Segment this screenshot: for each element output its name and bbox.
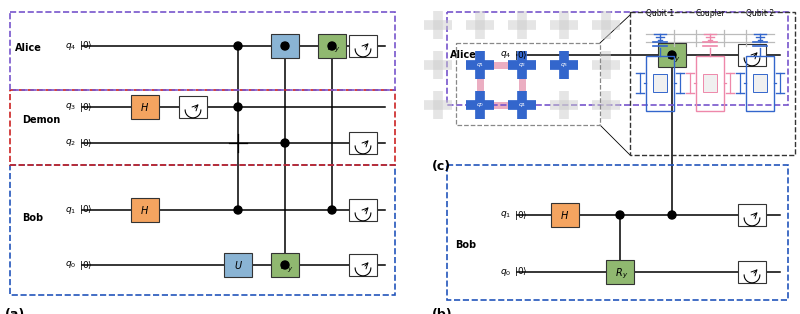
Text: $V$: $V$ bbox=[280, 40, 290, 52]
Bar bbox=[271, 253, 299, 277]
Text: (a): (a) bbox=[5, 308, 26, 314]
Bar bbox=[551, 203, 579, 227]
Bar bbox=[349, 132, 377, 154]
Bar bbox=[653, 74, 667, 92]
Text: (b): (b) bbox=[432, 308, 453, 314]
Bar bbox=[224, 253, 252, 277]
Text: $|0\rangle$: $|0\rangle$ bbox=[78, 40, 92, 52]
Text: Qubit 2: Qubit 2 bbox=[746, 9, 774, 18]
Bar bbox=[480, 101, 522, 109]
Circle shape bbox=[234, 206, 242, 214]
Bar bbox=[349, 254, 377, 276]
Bar bbox=[10, 12, 395, 90]
Circle shape bbox=[281, 42, 289, 50]
Bar bbox=[738, 204, 766, 226]
Text: $H$: $H$ bbox=[141, 101, 150, 113]
Text: $|0\rangle$: $|0\rangle$ bbox=[78, 137, 92, 149]
Text: $R$: $R$ bbox=[327, 40, 335, 52]
Bar bbox=[518, 65, 526, 105]
Bar bbox=[131, 95, 159, 119]
Text: Alice: Alice bbox=[15, 43, 42, 53]
Text: $|0\rangle$: $|0\rangle$ bbox=[514, 48, 527, 62]
Bar bbox=[447, 12, 788, 105]
Bar bbox=[703, 74, 717, 92]
Text: (c): (c) bbox=[432, 160, 451, 173]
Text: Bob: Bob bbox=[22, 213, 43, 223]
Bar bbox=[179, 96, 207, 118]
Text: $H$: $H$ bbox=[561, 209, 570, 221]
Circle shape bbox=[668, 211, 676, 219]
Text: $q_{4}$: $q_{4}$ bbox=[500, 50, 511, 61]
Circle shape bbox=[281, 139, 289, 147]
Text: Bob: Bob bbox=[455, 240, 476, 250]
Text: $R$: $R$ bbox=[280, 259, 288, 271]
Text: $y$: $y$ bbox=[334, 46, 340, 55]
Bar bbox=[738, 261, 766, 283]
Text: $q_{0}$: $q_{0}$ bbox=[476, 101, 484, 109]
Bar bbox=[630, 12, 795, 155]
Circle shape bbox=[234, 42, 242, 50]
Text: $q_{1}$: $q_{1}$ bbox=[476, 61, 484, 69]
Text: $y$: $y$ bbox=[287, 264, 293, 273]
Text: $q_{1}$: $q_{1}$ bbox=[65, 204, 76, 215]
Bar bbox=[349, 35, 377, 57]
Text: $H$: $H$ bbox=[141, 204, 150, 216]
Bar bbox=[646, 56, 674, 111]
Bar bbox=[447, 165, 788, 300]
Text: $|0\rangle$: $|0\rangle$ bbox=[78, 203, 92, 216]
Bar bbox=[480, 62, 522, 68]
Bar bbox=[10, 90, 395, 165]
Circle shape bbox=[328, 206, 336, 214]
Bar bbox=[658, 43, 686, 67]
Text: $q_{4}$: $q_{4}$ bbox=[65, 41, 76, 51]
Bar bbox=[318, 34, 346, 58]
Text: Alice: Alice bbox=[450, 50, 477, 60]
Text: Qubit 1: Qubit 1 bbox=[646, 9, 674, 18]
Bar bbox=[696, 56, 724, 111]
Bar bbox=[10, 165, 395, 295]
Circle shape bbox=[234, 103, 242, 111]
Bar bbox=[753, 74, 767, 92]
Circle shape bbox=[328, 42, 336, 50]
Text: $q_{2}$: $q_{2}$ bbox=[65, 138, 76, 149]
Text: $U$: $U$ bbox=[234, 259, 242, 271]
Bar bbox=[746, 56, 774, 111]
Bar bbox=[477, 65, 483, 105]
Bar bbox=[738, 44, 766, 66]
Text: $q_{0}$: $q_{0}$ bbox=[65, 259, 76, 270]
Text: $|0\rangle$: $|0\rangle$ bbox=[78, 100, 92, 113]
Text: $R$: $R$ bbox=[667, 49, 675, 61]
Bar bbox=[131, 198, 159, 222]
Text: $|0\rangle$: $|0\rangle$ bbox=[514, 266, 527, 279]
Text: $q_{1}$: $q_{1}$ bbox=[500, 209, 511, 220]
Text: Coupler: Coupler bbox=[695, 9, 725, 18]
Text: $R$: $R$ bbox=[615, 266, 623, 278]
Text: $y$: $y$ bbox=[674, 55, 680, 63]
Text: $q_{3}$: $q_{3}$ bbox=[560, 61, 568, 69]
Circle shape bbox=[616, 211, 624, 219]
Text: $q_{2}$: $q_{2}$ bbox=[518, 61, 526, 69]
Bar bbox=[456, 43, 600, 125]
Circle shape bbox=[281, 261, 289, 269]
Bar bbox=[606, 260, 634, 284]
Text: $|0\rangle$: $|0\rangle$ bbox=[514, 208, 527, 221]
Text: $q_{0}$: $q_{0}$ bbox=[500, 267, 511, 278]
Text: $q_{4}$: $q_{4}$ bbox=[518, 101, 526, 109]
Text: $|0\rangle$: $|0\rangle$ bbox=[78, 258, 92, 272]
Text: $y$: $y$ bbox=[622, 272, 628, 280]
Circle shape bbox=[668, 51, 676, 59]
Bar bbox=[271, 34, 299, 58]
Bar bbox=[349, 199, 377, 221]
Text: Demon: Demon bbox=[22, 115, 60, 125]
Text: $q_{3}$: $q_{3}$ bbox=[65, 101, 76, 112]
